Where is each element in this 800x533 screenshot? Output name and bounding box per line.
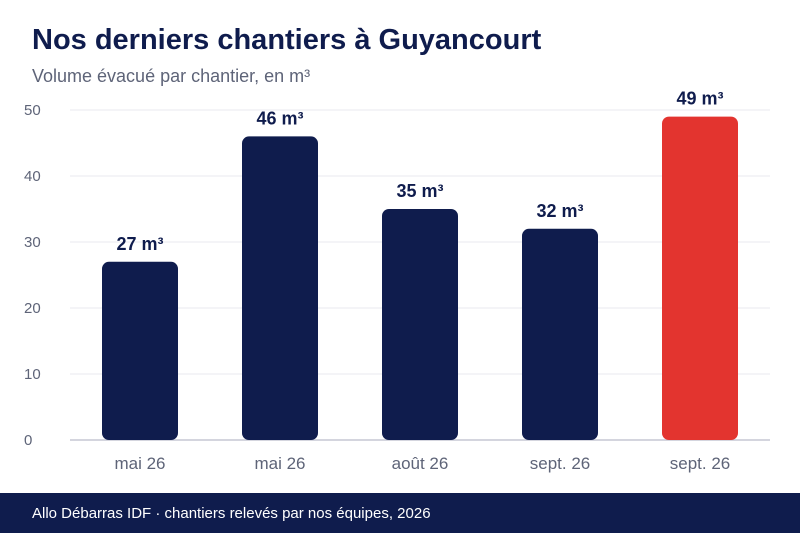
bar — [662, 116, 738, 440]
y-tick-label: 30 — [24, 234, 41, 251]
bar — [102, 261, 178, 440]
bar — [382, 209, 458, 440]
x-tick-label: mai 26 — [254, 454, 305, 473]
bar-chart: 0 10 20 30 40 50 27 m³ mai 26 46 m³ mai 26 35 m³ ao… — [24, 89, 770, 473]
footer-bar: Allo Débarras IDF · chantiers relevés pa… — [0, 493, 800, 533]
x-tick-label: mai 26 — [114, 454, 165, 473]
chart-title: Nos derniers chantiers à Guyancourt — [32, 24, 542, 56]
bar-value-label: 49 m³ — [676, 89, 723, 109]
x-tick-label: août 26 — [392, 454, 449, 473]
bar — [242, 136, 318, 440]
y-tick-label: 10 — [24, 366, 41, 383]
bar — [522, 228, 598, 440]
bar-value-label: 27 m³ — [116, 234, 163, 254]
y-tick-label: 50 — [24, 102, 41, 119]
bar-value-label: 46 m³ — [256, 108, 303, 128]
y-tick-label: 20 — [24, 300, 41, 317]
chart-subtitle: Volume évacué par chantier, en m³ — [32, 66, 311, 86]
footer-source-text: Allo Débarras IDF · chantiers relevés pa… — [32, 504, 431, 522]
y-tick-label: 40 — [24, 168, 41, 185]
x-tick-label: sept. 26 — [670, 454, 731, 473]
bar-value-label: 35 m³ — [396, 181, 443, 201]
y-tick-label: 0 — [24, 432, 32, 449]
bar-value-label: 32 m³ — [536, 201, 583, 221]
x-tick-label: sept. 26 — [530, 454, 591, 473]
